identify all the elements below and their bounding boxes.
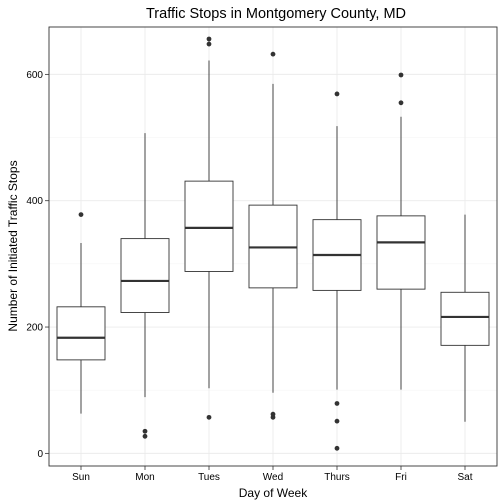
y-axis-label: Number of Initiated Traffic Stops (6, 160, 20, 331)
box-iqr (56, 306, 106, 361)
x-tick-label: Wed (263, 472, 283, 483)
outlier-point (206, 41, 212, 47)
outlier-point (334, 401, 340, 406)
outlier-point (270, 51, 276, 57)
outlier-point (334, 91, 340, 97)
box-iqr (184, 180, 234, 272)
box-iqr (376, 215, 426, 290)
box-wed (248, 83, 298, 393)
x-axis-label: Day of Week (239, 486, 308, 500)
y-tick-label: 400 (26, 196, 43, 207)
x-tick-label: Tues (198, 472, 220, 483)
box-tues (184, 60, 234, 389)
x-tick-label: Thurs (324, 472, 350, 483)
y-tick-label: 200 (26, 323, 43, 334)
outlier-point (142, 428, 148, 434)
outlier-point (334, 418, 340, 424)
outlier-point (398, 100, 404, 106)
outlier-points (78, 36, 404, 451)
outlier-point (270, 414, 276, 420)
box-thurs (312, 126, 362, 390)
outlier-point (206, 414, 212, 420)
x-axis: Sun Mon Tues Wed Thurs Fri Sat (72, 466, 473, 483)
outlier-point (334, 445, 340, 451)
box-plots (56, 60, 490, 422)
outlier-point (78, 212, 84, 218)
box-sat (440, 214, 490, 422)
box-iqr (120, 238, 170, 313)
box-iqr (440, 291, 490, 346)
box-sun (56, 243, 106, 414)
y-tick-label: 600 (26, 70, 43, 81)
x-tick-label: Mon (135, 472, 154, 483)
outlier-point (206, 36, 212, 42)
y-axis: 0 200 400 600 (26, 70, 49, 460)
chart-title: Traffic Stops in Montgomery County, MD (146, 6, 406, 22)
outlier-point (142, 433, 148, 439)
box-mon (120, 133, 170, 398)
box-fri (376, 116, 426, 390)
y-tick-label: 0 (37, 449, 43, 460)
x-tick-label: Fri (395, 472, 407, 483)
x-tick-label: Sun (72, 472, 90, 483)
x-tick-label: Sat (457, 472, 472, 483)
outlier-point (398, 72, 404, 78)
